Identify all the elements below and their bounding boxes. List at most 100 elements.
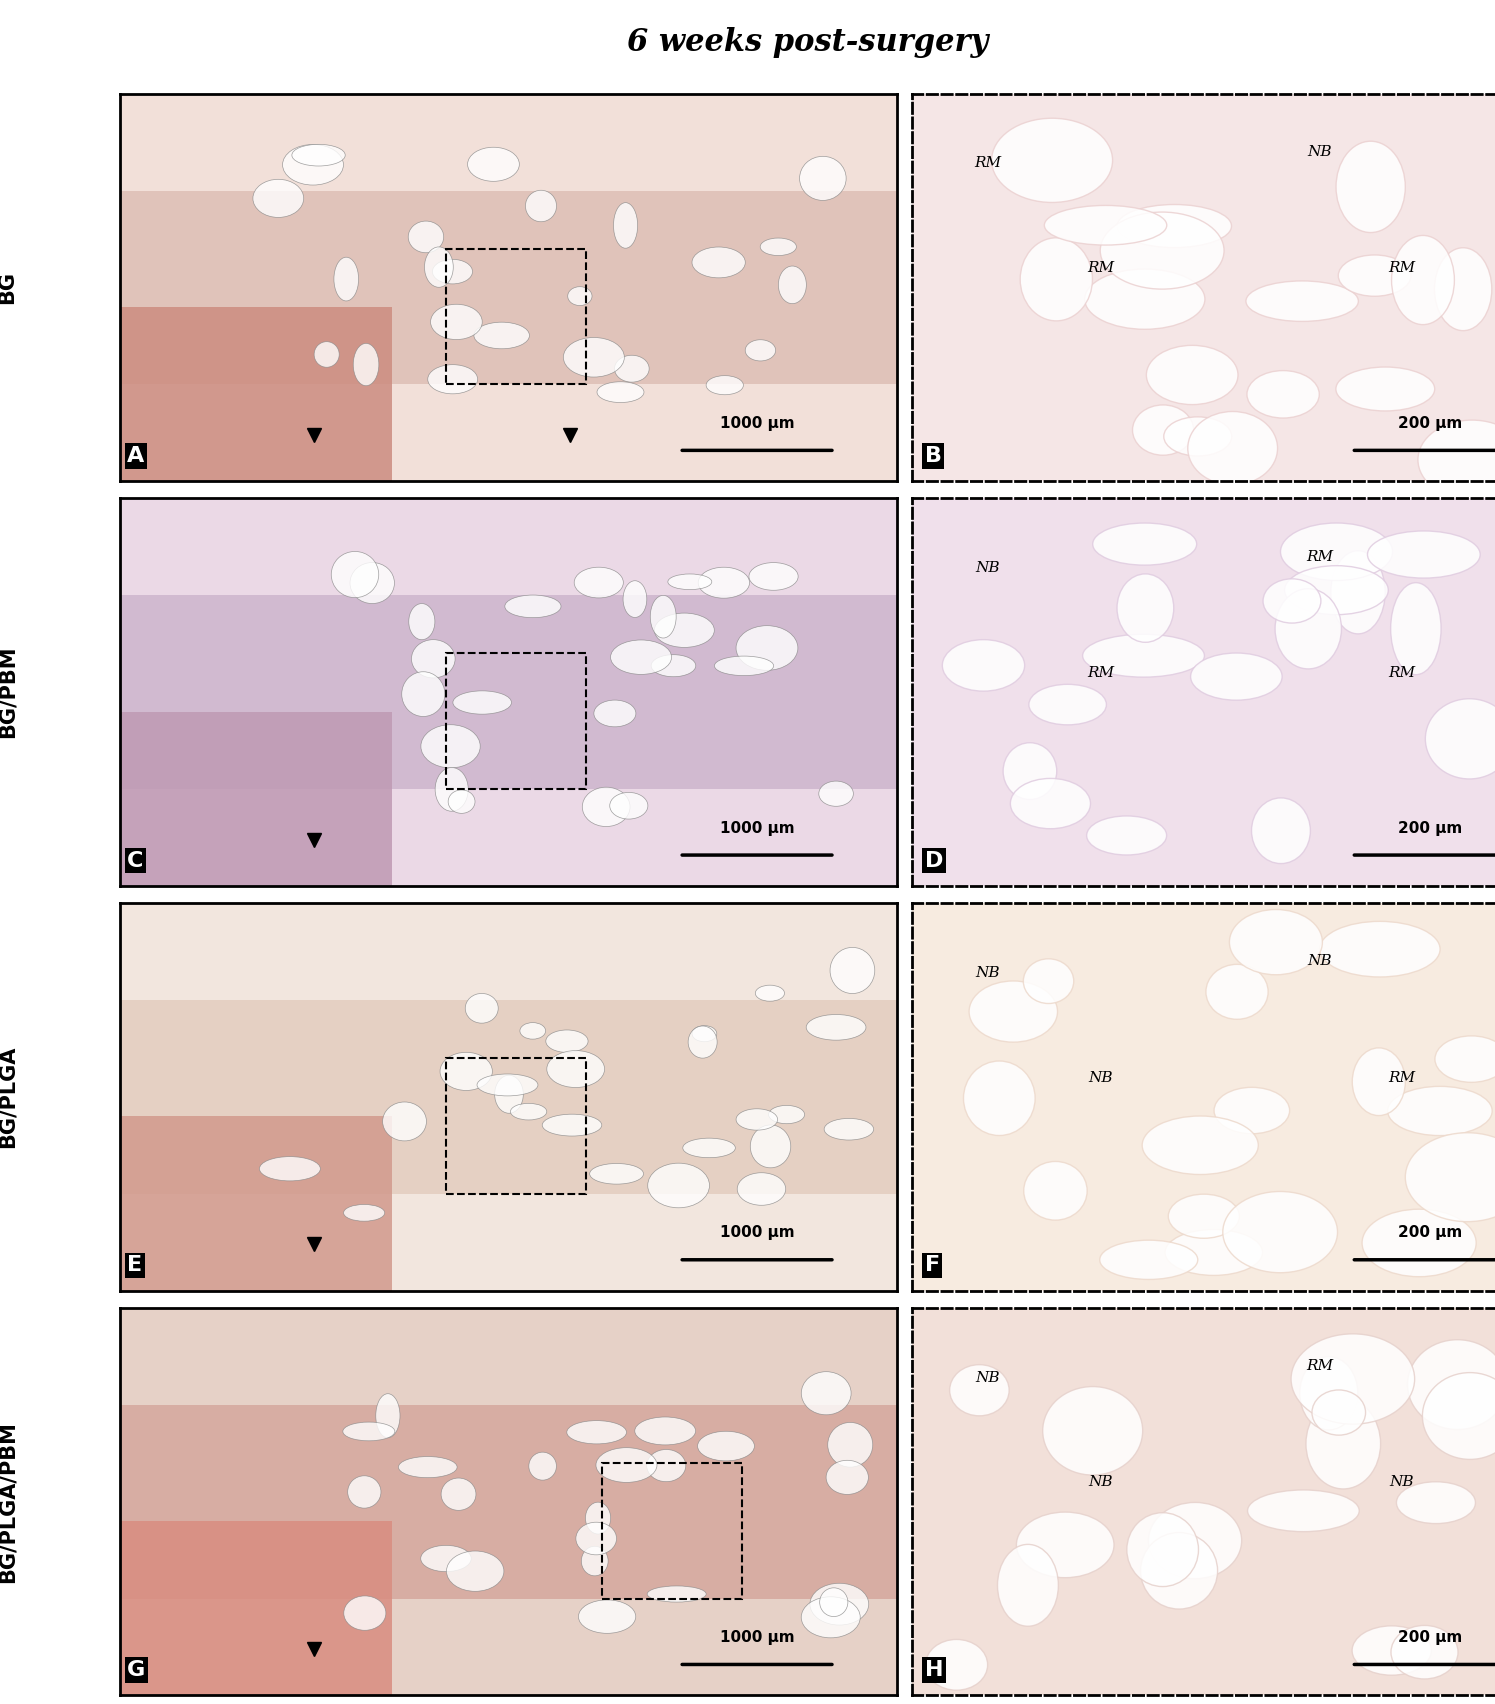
- Text: BG/PLGA/PBM: BG/PLGA/PBM: [0, 1421, 18, 1583]
- Ellipse shape: [963, 1062, 1035, 1135]
- Ellipse shape: [1284, 566, 1389, 615]
- Ellipse shape: [1435, 1036, 1495, 1082]
- Ellipse shape: [1331, 550, 1386, 634]
- Ellipse shape: [1263, 579, 1322, 624]
- Ellipse shape: [422, 724, 480, 769]
- Ellipse shape: [402, 671, 446, 716]
- Text: 1000 μm: 1000 μm: [719, 821, 794, 835]
- Ellipse shape: [1082, 634, 1205, 676]
- Ellipse shape: [942, 639, 1024, 692]
- Text: BG/PLGA: BG/PLGA: [0, 1046, 18, 1148]
- Ellipse shape: [420, 1546, 471, 1571]
- Ellipse shape: [692, 247, 746, 278]
- Text: RM: RM: [1307, 550, 1334, 564]
- Ellipse shape: [408, 222, 444, 252]
- Ellipse shape: [1337, 366, 1435, 411]
- Ellipse shape: [755, 985, 785, 1002]
- Ellipse shape: [683, 1138, 736, 1157]
- Ellipse shape: [495, 1075, 523, 1113]
- Ellipse shape: [668, 574, 712, 590]
- Ellipse shape: [997, 1544, 1058, 1626]
- Ellipse shape: [1392, 235, 1455, 325]
- Ellipse shape: [576, 1522, 616, 1554]
- Text: B: B: [924, 446, 942, 465]
- Text: RM: RM: [1389, 261, 1416, 274]
- Ellipse shape: [1024, 959, 1073, 1004]
- Ellipse shape: [568, 286, 592, 305]
- Ellipse shape: [749, 562, 798, 590]
- Ellipse shape: [991, 118, 1112, 203]
- Ellipse shape: [1117, 574, 1174, 642]
- Ellipse shape: [431, 305, 483, 339]
- Ellipse shape: [779, 266, 806, 303]
- Ellipse shape: [1368, 532, 1480, 578]
- Ellipse shape: [1390, 583, 1441, 675]
- Ellipse shape: [448, 791, 475, 813]
- Ellipse shape: [1003, 743, 1057, 799]
- Ellipse shape: [1165, 1230, 1263, 1275]
- Ellipse shape: [1387, 1087, 1492, 1135]
- Ellipse shape: [1362, 1210, 1476, 1276]
- Text: G: G: [127, 1660, 145, 1680]
- Text: RM: RM: [1087, 261, 1114, 274]
- Ellipse shape: [647, 1164, 710, 1208]
- Ellipse shape: [635, 1418, 695, 1445]
- Ellipse shape: [652, 654, 695, 676]
- Ellipse shape: [375, 1394, 401, 1438]
- Ellipse shape: [830, 947, 875, 993]
- Ellipse shape: [745, 339, 776, 361]
- Text: RM: RM: [1307, 1360, 1334, 1373]
- Text: BG: BG: [0, 271, 18, 303]
- Ellipse shape: [1396, 1482, 1476, 1523]
- Ellipse shape: [411, 639, 454, 678]
- Ellipse shape: [594, 700, 635, 728]
- Ellipse shape: [647, 1450, 686, 1482]
- Ellipse shape: [806, 1014, 866, 1039]
- Ellipse shape: [283, 145, 344, 186]
- Ellipse shape: [647, 1586, 706, 1602]
- Ellipse shape: [353, 344, 378, 385]
- Ellipse shape: [1214, 1087, 1290, 1133]
- Ellipse shape: [750, 1125, 791, 1167]
- Text: NB: NB: [1308, 145, 1332, 158]
- Ellipse shape: [1117, 204, 1232, 247]
- Ellipse shape: [1142, 1116, 1259, 1174]
- Text: RM: RM: [1389, 1070, 1416, 1084]
- Ellipse shape: [440, 1053, 492, 1091]
- Ellipse shape: [597, 382, 644, 402]
- Bar: [120, 307, 392, 482]
- Bar: [120, 1000, 897, 1195]
- Text: 6 weeks post-surgery: 6 weeks post-surgery: [626, 27, 988, 58]
- Text: NB: NB: [975, 561, 1000, 576]
- Ellipse shape: [547, 1051, 604, 1087]
- Ellipse shape: [350, 562, 395, 603]
- Ellipse shape: [292, 145, 345, 165]
- Ellipse shape: [1011, 779, 1090, 828]
- Text: 1000 μm: 1000 μm: [719, 1631, 794, 1644]
- Ellipse shape: [623, 581, 647, 617]
- Ellipse shape: [1168, 1195, 1239, 1239]
- Ellipse shape: [1435, 247, 1492, 331]
- Bar: [446, 249, 586, 385]
- Ellipse shape: [715, 656, 774, 675]
- Ellipse shape: [1313, 1390, 1365, 1435]
- Ellipse shape: [1307, 1399, 1380, 1489]
- Ellipse shape: [477, 1074, 538, 1096]
- Ellipse shape: [801, 1597, 860, 1638]
- Ellipse shape: [692, 1026, 716, 1041]
- Text: H: H: [924, 1660, 943, 1680]
- Ellipse shape: [1247, 370, 1319, 417]
- Bar: [120, 595, 897, 789]
- Ellipse shape: [574, 567, 623, 598]
- Ellipse shape: [1338, 256, 1411, 296]
- Ellipse shape: [810, 1583, 869, 1626]
- Ellipse shape: [800, 157, 846, 201]
- Ellipse shape: [432, 259, 472, 285]
- Ellipse shape: [383, 1102, 426, 1142]
- Ellipse shape: [333, 257, 359, 302]
- Text: 1000 μm: 1000 μm: [719, 416, 794, 431]
- Text: C: C: [127, 850, 144, 871]
- Bar: [120, 1522, 392, 1695]
- Ellipse shape: [801, 1372, 851, 1414]
- Text: NB: NB: [1389, 1476, 1414, 1489]
